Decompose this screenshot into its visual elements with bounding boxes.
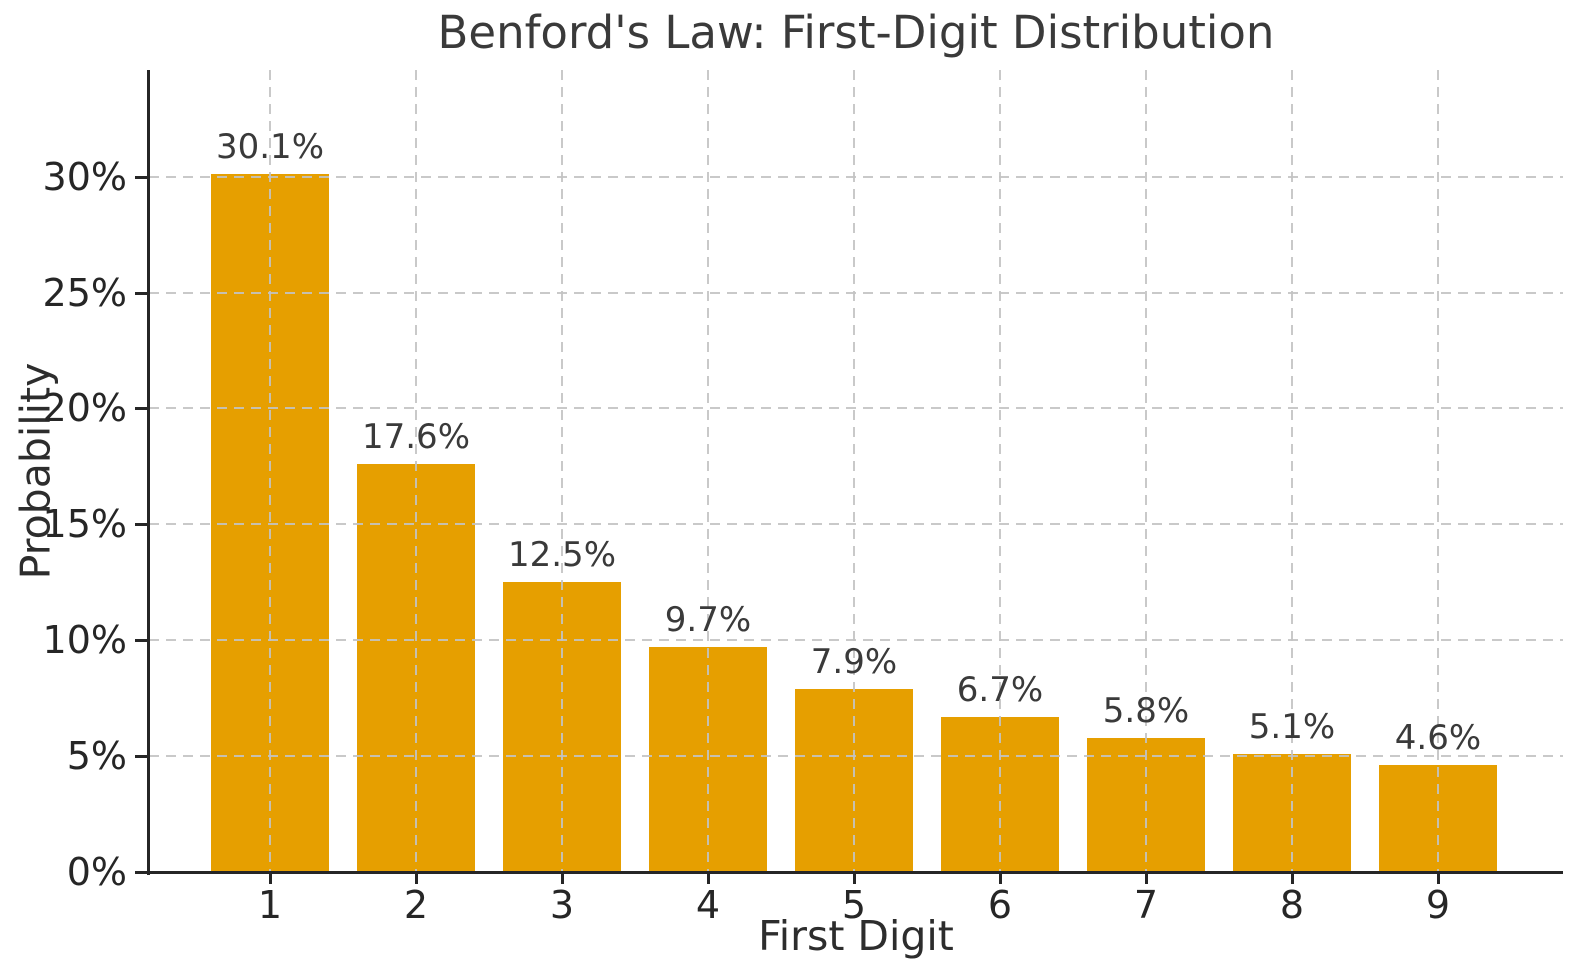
v-gridline (999, 70, 1001, 872)
y-tick (135, 291, 147, 295)
y-tick (135, 175, 147, 179)
y-tick (135, 407, 147, 411)
h-gridline (149, 291, 1563, 294)
v-gridline (853, 70, 855, 872)
x-tick (999, 872, 1002, 884)
v-gridline (707, 70, 709, 872)
bar-value-label: 4.6% (1394, 718, 1482, 759)
y-tick (135, 523, 147, 527)
h-gridline (149, 407, 1563, 410)
x-tick (561, 872, 564, 884)
x-tick-label: 7 (1133, 883, 1159, 927)
bar-value-label: 17.6% (361, 417, 470, 458)
x-tick (415, 872, 418, 884)
plot-area: 0% 5% 10% 15% 20% 25% 30% 1 2 3 4 5 6 7 8 9 30.1% 17.6% 12… (43, 70, 1563, 924)
x-tick-label: 1 (257, 883, 283, 927)
v-gridline (415, 70, 417, 872)
h-gridline (149, 755, 1563, 758)
chart-title: Benford's Law: First-Digit Distribution (437, 6, 1275, 59)
h-gridline (149, 639, 1563, 642)
x-axis-label: First Digit (758, 912, 954, 960)
x-tick-label: 5 (841, 883, 867, 927)
x-tick-label: 6 (987, 883, 1013, 927)
y-tick-label: 20% (42, 386, 127, 431)
v-gridline (1291, 70, 1293, 872)
bar-value-label: 6.7% (956, 669, 1044, 710)
y-tick-label: 10% (42, 618, 127, 663)
x-tick (1291, 872, 1294, 884)
y-tick-label: 15% (42, 502, 127, 547)
y-tick-label: 25% (42, 270, 127, 315)
h-gridline (149, 175, 1563, 178)
bar-value-label: 5.1% (1248, 706, 1336, 747)
x-tick-label: 2 (403, 883, 429, 927)
x-tick (707, 872, 710, 884)
y-tick-label: 30% (42, 154, 127, 199)
x-tick-label: 4 (695, 883, 721, 927)
bar-value-label: 30.1% (215, 127, 324, 168)
x-tick (1437, 872, 1440, 884)
bar-value-label: 12.5% (507, 535, 616, 576)
x-tick-label: 3 (549, 883, 575, 927)
bar-value-label: 9.7% (664, 600, 752, 641)
y-tick-label: 5% (66, 734, 127, 779)
x-tick (853, 872, 856, 884)
x-tick (1145, 872, 1148, 884)
x-tick-label: 8 (1279, 883, 1305, 927)
v-gridline (269, 70, 271, 872)
x-tick (269, 872, 272, 884)
bar-value-label: 7.9% (810, 641, 898, 682)
x-tick-label: 9 (1425, 883, 1451, 927)
y-tick (135, 639, 147, 643)
left-spine (147, 70, 150, 875)
bar-value-label: 5.8% (1102, 690, 1190, 731)
h-gridline (149, 523, 1563, 526)
v-gridline (561, 70, 563, 872)
y-tick-label: 0% (66, 850, 127, 894)
y-tick (135, 755, 147, 759)
v-gridline (1437, 70, 1439, 872)
v-gridline (1145, 70, 1147, 872)
y-tick (135, 871, 147, 874)
